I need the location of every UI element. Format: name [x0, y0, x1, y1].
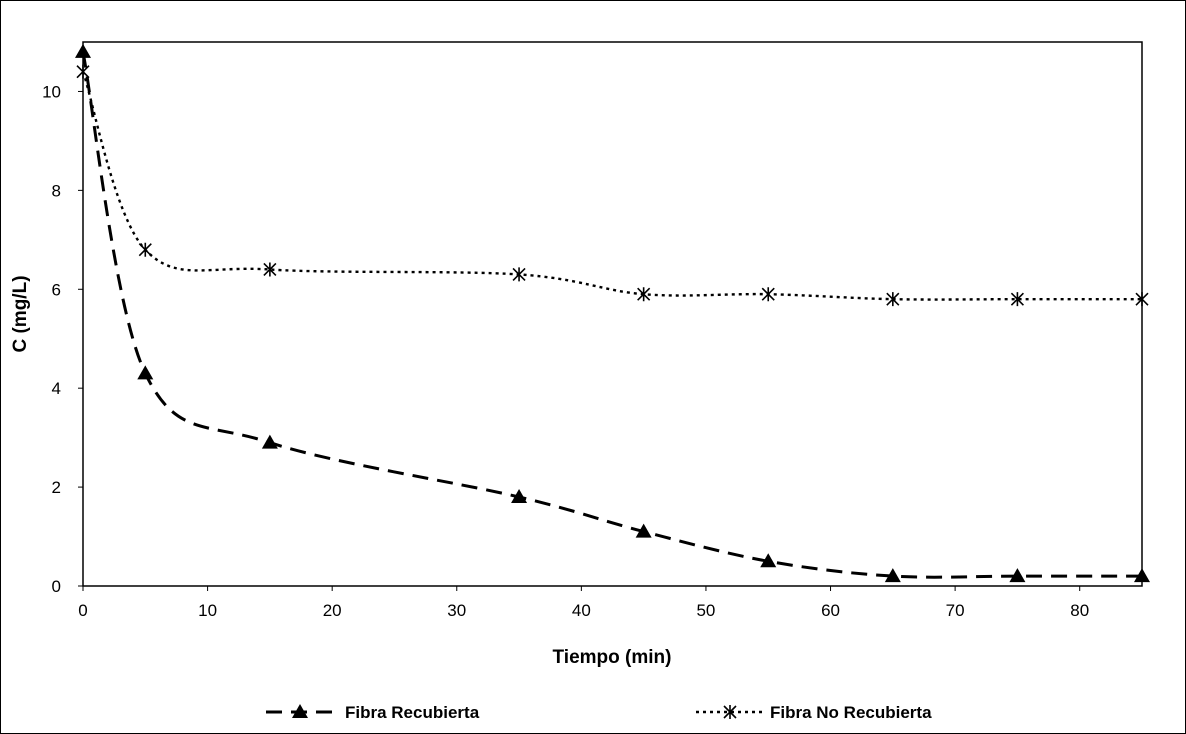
- x-tick-label: 10: [198, 601, 217, 620]
- y-axis-title: C (mg/L): [10, 275, 31, 352]
- legend-label: Fibra No Recubierta: [770, 703, 932, 722]
- data-point-triangle: [261, 434, 278, 449]
- legend-item-1: Fibra Recubierta: [266, 703, 480, 722]
- data-point-triangle: [1009, 568, 1026, 583]
- data-point-asterisk: [761, 287, 775, 302]
- x-axis-title: Tiempo (min): [553, 647, 672, 668]
- series-layer: [75, 43, 1150, 583]
- data-point-asterisk: [76, 64, 90, 79]
- data-point-asterisk: [138, 242, 152, 257]
- data-point-triangle: [760, 553, 777, 568]
- data-point-triangle: [137, 365, 154, 380]
- x-tick-label: 80: [1070, 601, 1089, 620]
- legend-marker-triangle: [292, 704, 308, 718]
- x-tick-label: 20: [323, 601, 342, 620]
- y-tick-label: 0: [52, 577, 61, 596]
- legend: Fibra Recubierta Fibra No Recubierta: [266, 703, 932, 722]
- series-2: [76, 64, 1149, 307]
- x-tick-label: 30: [447, 601, 466, 620]
- data-point-asterisk: [512, 267, 526, 282]
- x-tick-label: 40: [572, 601, 591, 620]
- series-1: [75, 43, 1150, 583]
- y-tick-label: 4: [52, 379, 61, 398]
- data-point-asterisk: [637, 287, 651, 302]
- data-point-triangle: [75, 43, 91, 58]
- legend-label: Fibra Recubierta: [345, 703, 480, 722]
- y-tick-label: 8: [52, 181, 61, 200]
- data-point-asterisk: [1010, 292, 1024, 307]
- x-tick-label: 60: [821, 601, 840, 620]
- x-axis-ticks: 0 10 20 30 40 50 60 70 80: [78, 586, 1089, 620]
- data-point-triangle: [511, 488, 528, 503]
- legend-item-2: Fibra No Recubierta: [696, 703, 932, 722]
- y-tick-label: 6: [52, 280, 61, 299]
- data-point-asterisk: [1135, 292, 1149, 307]
- y-axis-ticks: 0 2 4 6 8 10: [42, 82, 83, 596]
- data-point-triangle: [1134, 568, 1150, 583]
- data-point-asterisk: [886, 292, 900, 307]
- y-tick-label: 10: [42, 82, 61, 101]
- plot-area: [82, 41, 1143, 587]
- data-point-triangle: [884, 568, 901, 583]
- data-point-asterisk: [263, 262, 277, 277]
- x-tick-label: 70: [946, 601, 965, 620]
- x-tick-label: 0: [78, 601, 87, 620]
- series-line: [81, 71, 1142, 301]
- series-line: [81, 51, 1142, 579]
- legend-marker-asterisk: [723, 705, 737, 719]
- data-point-triangle: [635, 523, 652, 538]
- x-tick-label: 50: [696, 601, 715, 620]
- y-tick-label: 2: [52, 478, 61, 497]
